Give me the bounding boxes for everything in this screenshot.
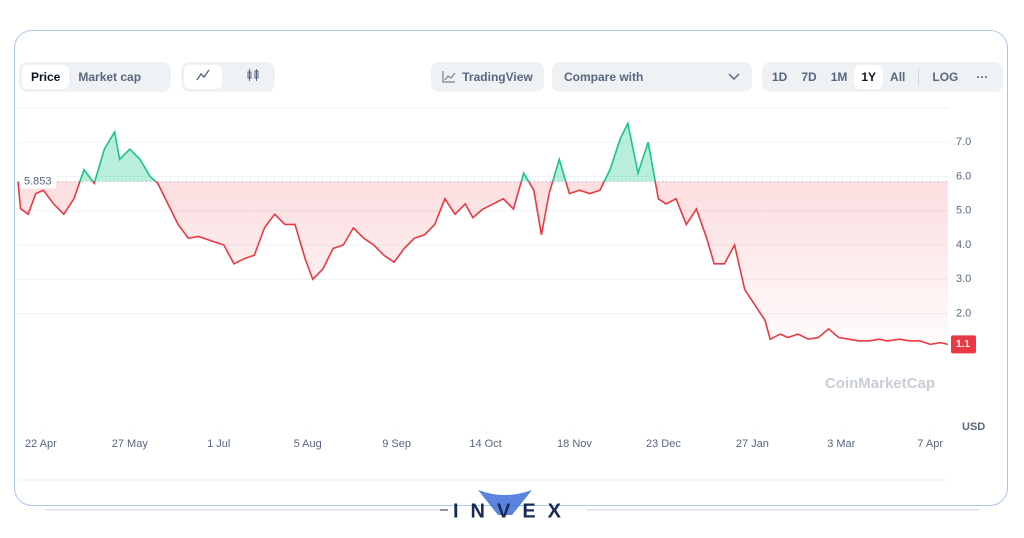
candle-style-button[interactable] <box>234 65 272 89</box>
more-button[interactable]: ··· <box>976 70 989 84</box>
y-tick-label: 6.0 <box>956 170 971 182</box>
x-tick-label: 22 Apr <box>25 438 57 450</box>
y-tick-label: 7.0 <box>956 136 971 148</box>
x-tick-label: 27 Jan <box>736 438 769 450</box>
range-button[interactable]: 1Y <box>854 65 884 89</box>
x-tick-label: 23 Dec <box>646 438 681 450</box>
range-button[interactable]: All <box>890 70 906 84</box>
current-price-label: 1.1 <box>956 339 970 350</box>
brand-mark <box>478 490 532 515</box>
tv-icon <box>442 71 456 83</box>
line-style-button[interactable] <box>184 65 222 89</box>
compare-label: Compare with <box>564 70 644 84</box>
candle-icon <box>247 69 259 81</box>
x-tick-label: 1 Jul <box>207 438 230 450</box>
chevron <box>728 73 740 81</box>
range-button[interactable]: 1M <box>830 70 848 84</box>
range-button[interactable]: 7D <box>801 70 817 84</box>
area-up <box>18 123 948 182</box>
current-price-tag <box>951 335 976 354</box>
watermark: CoinMarketCap <box>825 375 935 392</box>
brand: INVEX <box>453 500 573 522</box>
range-button[interactable]: 1D <box>772 70 788 84</box>
price-line-down <box>17 181 949 346</box>
y-tick-label: 5.0 <box>956 205 971 217</box>
line-icon <box>196 69 210 81</box>
area-down <box>18 181 948 345</box>
separator <box>918 68 920 86</box>
tradingview-label: TradingView <box>462 70 533 84</box>
y-tick-label: 2.0 <box>956 307 971 319</box>
range-button[interactable]: LOG <box>932 70 959 84</box>
x-tick-label: 27 May <box>112 438 149 450</box>
range-group: 1D 7D 1M 1Y All LOG ··· <box>762 62 1003 92</box>
compare-dropdown[interactable]: Compare with <box>552 62 752 92</box>
x-tick-label: 3 Mar <box>827 438 855 450</box>
tab-group: Price Market cap <box>19 62 171 92</box>
y-tick-label: 3.0 <box>956 273 971 285</box>
x-tick-label: 14 Oct <box>469 438 501 450</box>
tradingview-button[interactable]: TradingView <box>431 62 544 92</box>
y-unit: USD <box>962 421 985 433</box>
baseline-label: 5.853 <box>24 175 52 187</box>
x-tick-label: 7 Apr <box>917 438 943 450</box>
tab-button[interactable]: Price <box>22 65 70 89</box>
x-tick-label: 9 Sep <box>382 438 411 450</box>
x-tick-label: 18 Nov <box>557 438 592 450</box>
x-tick-label: 5 Aug <box>294 438 322 450</box>
chart-style-group <box>181 62 275 92</box>
tab-button[interactable]: Market cap <box>78 70 142 84</box>
y-tick-label: 4.0 <box>956 239 971 251</box>
baseline-label-bg <box>20 174 56 189</box>
